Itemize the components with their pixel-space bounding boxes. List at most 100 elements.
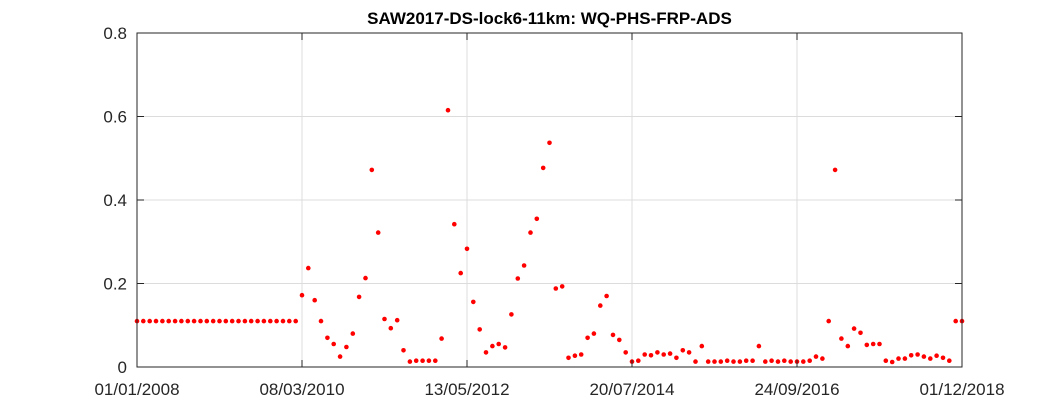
data-point [299, 292, 305, 298]
data-point [160, 318, 165, 324]
data-point [198, 318, 203, 324]
data-point [477, 327, 483, 332]
data-point [578, 352, 584, 357]
data-point [623, 350, 628, 355]
data-point [191, 318, 197, 324]
data-point [223, 318, 229, 324]
data-point [540, 165, 546, 171]
data-point [331, 341, 337, 347]
data-point [172, 318, 178, 324]
data-point [807, 358, 812, 364]
data-point [889, 359, 895, 365]
data-point [210, 318, 216, 324]
x-tick-label: 01/12/2018 [919, 380, 1004, 399]
data-point [274, 318, 279, 324]
data-point [617, 337, 622, 343]
data-point [820, 356, 825, 361]
data-point [261, 318, 267, 324]
data-point [756, 343, 762, 349]
data-point [528, 230, 533, 235]
data-point [553, 286, 559, 291]
data-point [229, 318, 235, 324]
data-point [433, 358, 438, 364]
data-point [743, 358, 749, 364]
data-point [610, 332, 616, 338]
data-point [591, 331, 597, 336]
data-point [826, 318, 831, 324]
data-point [566, 355, 571, 361]
data-point [217, 318, 222, 324]
x-tick-label: 08/03/2010 [259, 380, 344, 399]
data-point [661, 352, 666, 357]
data-point [312, 297, 318, 303]
data-point [775, 359, 781, 364]
data-point [940, 355, 946, 361]
data-point [851, 326, 857, 331]
data-point [928, 356, 933, 361]
data-point [921, 354, 927, 359]
data-point [394, 317, 400, 323]
data-point [763, 359, 768, 364]
data-point [877, 341, 882, 347]
data-point [318, 318, 324, 324]
data-points [134, 107, 965, 365]
data-point [598, 303, 603, 308]
data-point [471, 299, 476, 305]
data-point [153, 318, 159, 324]
data-point [255, 318, 260, 324]
data-point [521, 263, 527, 268]
data-point [293, 318, 299, 324]
data-point [902, 356, 908, 361]
data-point [883, 358, 889, 364]
data-point [179, 318, 184, 324]
data-point [534, 216, 540, 222]
data-point [490, 343, 495, 349]
data-point [642, 352, 647, 357]
data-point [147, 318, 152, 324]
data-point [280, 318, 286, 324]
data-point [788, 359, 793, 364]
data-point [375, 230, 381, 235]
data-point [369, 167, 375, 173]
data-point [953, 318, 958, 324]
y-tick-label: 0.2 [103, 275, 127, 294]
data-point [915, 352, 920, 357]
data-point [858, 330, 863, 336]
data-point [248, 318, 254, 324]
data-point [439, 336, 444, 341]
data-point [204, 318, 210, 324]
data-point [572, 353, 578, 359]
x-tick-label: 01/01/2008 [94, 380, 179, 399]
data-point [464, 246, 470, 252]
data-point [502, 345, 508, 350]
data-point [934, 353, 939, 359]
data-point [832, 167, 838, 173]
data-point [674, 355, 679, 361]
data-point [547, 140, 552, 146]
data-point [413, 358, 419, 364]
data-point [896, 356, 901, 361]
data-point [585, 335, 590, 341]
data-point [401, 348, 406, 353]
data-point [559, 284, 565, 289]
data-point [636, 358, 641, 364]
data-point [306, 265, 311, 271]
data-point [388, 325, 394, 331]
data-point [356, 294, 362, 300]
data-point [166, 318, 171, 324]
data-point [845, 343, 851, 349]
data-point [686, 350, 692, 355]
data-point [426, 358, 432, 364]
y-tick-label: 0.8 [103, 24, 127, 43]
data-point [268, 318, 273, 324]
data-point [693, 359, 698, 364]
data-point [382, 316, 387, 322]
data-point [908, 353, 914, 358]
data-point [452, 221, 457, 227]
chart-title: SAW2017-DS-lock6-11km: WQ-PHS-FRP-ADS [367, 9, 732, 28]
data-point [839, 336, 844, 341]
data-point [737, 359, 743, 364]
data-point [337, 354, 343, 359]
tick-labels: 01/01/2008 08/03/2010 13/05/2012 20/07/2014… [94, 24, 1004, 399]
